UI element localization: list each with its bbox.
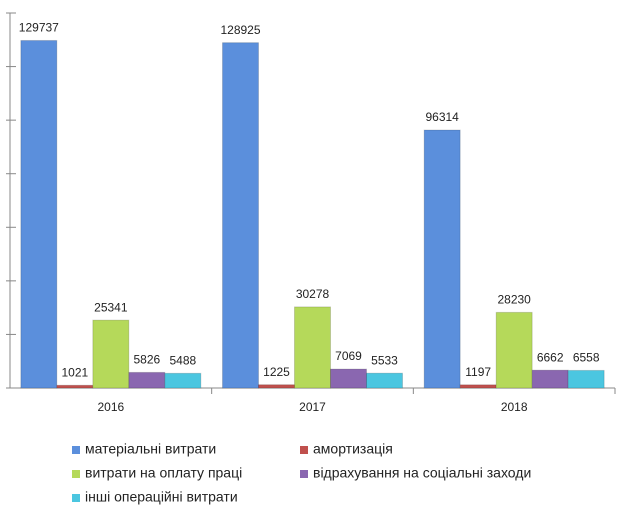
- legend-swatch: [72, 446, 80, 454]
- bar: [294, 306, 331, 389]
- x-tick-label: 2016: [97, 400, 124, 414]
- legend-label: відрахування на соціальні заходи: [313, 465, 531, 481]
- data-label: 30278: [296, 287, 330, 301]
- bar: [258, 384, 295, 389]
- legend-swatch: [72, 470, 80, 478]
- data-label: 28230: [497, 293, 531, 307]
- data-label: 6662: [537, 350, 564, 364]
- data-label: 96314: [425, 110, 459, 124]
- bar: [423, 129, 461, 389]
- data-label: 1197: [465, 365, 491, 379]
- x-tick-label: 2017: [299, 400, 326, 414]
- bar: [330, 368, 367, 389]
- legend-label: витрати на оплату праці: [85, 465, 242, 481]
- bar: [20, 39, 58, 389]
- bar: [56, 384, 94, 389]
- data-label: 1225: [263, 365, 290, 379]
- bar: [567, 369, 605, 389]
- legend-label: інші операційні витрати: [85, 489, 238, 505]
- data-label: 5533: [371, 353, 398, 367]
- bar: [222, 42, 259, 389]
- legend-label: амортизація: [313, 441, 393, 457]
- bar: [92, 319, 130, 389]
- data-label: 6558: [573, 351, 600, 365]
- bar: [459, 384, 497, 389]
- legend-label: матеріальні витрати: [85, 441, 216, 457]
- data-label: 7069: [335, 349, 362, 363]
- data-label: 25341: [94, 300, 128, 314]
- bar: [495, 311, 533, 389]
- data-label: 5826: [133, 353, 160, 367]
- legend-swatch: [72, 494, 80, 502]
- data-label: 128925: [220, 23, 260, 37]
- x-tick-label: 2018: [501, 400, 528, 414]
- bar: [366, 372, 403, 389]
- legend-swatch: [300, 446, 308, 454]
- data-label: 129737: [19, 21, 59, 35]
- bar: [531, 369, 569, 389]
- bar: [128, 371, 166, 389]
- data-label: 1021: [61, 365, 88, 379]
- legend-swatch: [300, 470, 308, 478]
- data-label: 5488: [169, 353, 196, 367]
- bar: [164, 372, 202, 389]
